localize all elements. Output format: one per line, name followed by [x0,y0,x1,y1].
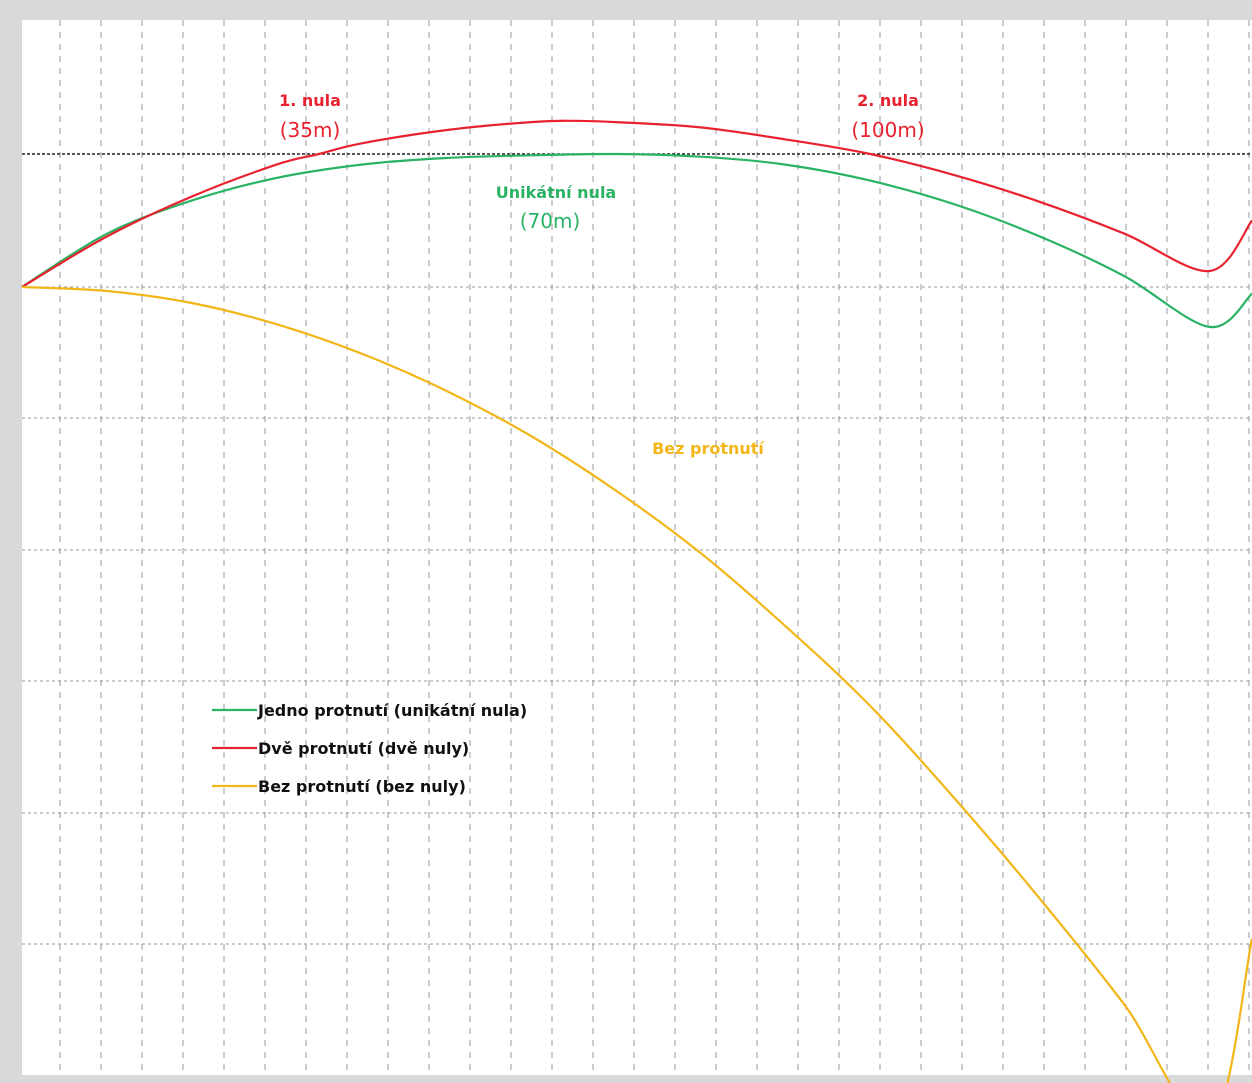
annotation-nocross-title: Bez protnutí [652,439,765,458]
legend-label: Jedno protnutí (unikátní nula) [257,701,527,720]
annotation-unique-title: Unikátní nula [496,183,616,202]
legend-label: Dvě protnutí (dvě nuly) [258,739,469,758]
annotation-group: 1. nula (35m) 2. nula (100m) Unikátní nula (7… [279,91,925,458]
legend-label: Bez protnutí (bez nuly) [258,777,466,796]
series-group [21,119,1252,1083]
grid-vertical [59,20,1250,1075]
legend: Jedno protnutí (unikátní nula) Dvě protnu… [212,701,527,796]
series-two-zeros [21,119,1252,288]
annotation-zero2-value: (100m) [851,118,924,142]
plot-background [22,20,1252,1075]
annotation-zero1-value: (35m) [280,118,341,142]
annotation-zero1-title: 1. nula [279,91,341,110]
series-unique-zero [21,152,1252,329]
grid-horizontal [22,286,1252,945]
annotation-unique-value: (70m) [520,209,581,233]
series-no-zero [21,285,1252,1083]
annotation-zero2-title: 2. nula [857,91,919,110]
